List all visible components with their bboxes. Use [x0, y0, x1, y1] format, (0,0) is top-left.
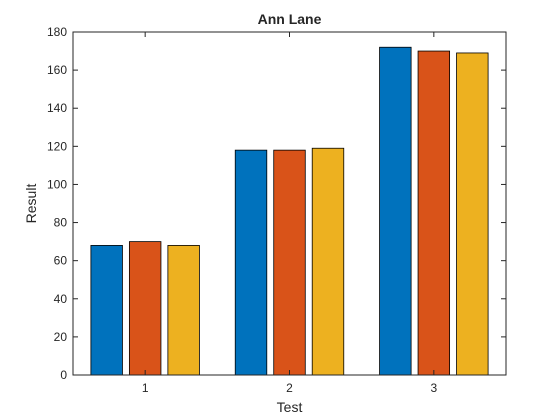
x-tick-label-3: 3: [430, 381, 437, 395]
bar-series-2-test-1: [128, 241, 162, 376]
y-tick-label-120: 120: [47, 139, 67, 153]
y-tick-label-100: 100: [47, 177, 67, 191]
bars-group: [90, 46, 489, 376]
chart-title: Ann Lane: [258, 11, 322, 27]
bar-series-2-test-3: [417, 50, 451, 376]
y-tick-label-0: 0: [60, 368, 67, 382]
x-tick-label-2: 2: [286, 381, 293, 395]
x-tick-label-1: 1: [142, 381, 149, 395]
y-tick-label-180: 180: [47, 25, 67, 39]
bar-series-1-test-2: [234, 149, 268, 376]
y-tick-label-140: 140: [47, 101, 67, 115]
bar-series-3-test-2: [311, 147, 345, 376]
y-axis-label: Result: [23, 184, 39, 224]
bar-series-3-test-3: [456, 52, 489, 376]
y-tick-label-60: 60: [54, 254, 68, 268]
x-axis-label: Test: [277, 399, 303, 415]
bar-series-1-test-3: [379, 46, 412, 376]
y-tick-label-40: 40: [54, 292, 68, 306]
y-tick-label-160: 160: [47, 63, 67, 77]
bar-series-1-test-1: [90, 245, 123, 376]
bar-series-2-test-2: [273, 149, 306, 376]
y-tick-label-80: 80: [54, 216, 68, 230]
y-tick-label-20: 20: [54, 330, 68, 344]
y-axis-ticks: 0 20 40 60 80 100 120 140 160 180: [47, 25, 506, 382]
x-axis-ticks: 1 2 3: [142, 32, 437, 395]
bar-series-3-test-1: [167, 245, 200, 376]
